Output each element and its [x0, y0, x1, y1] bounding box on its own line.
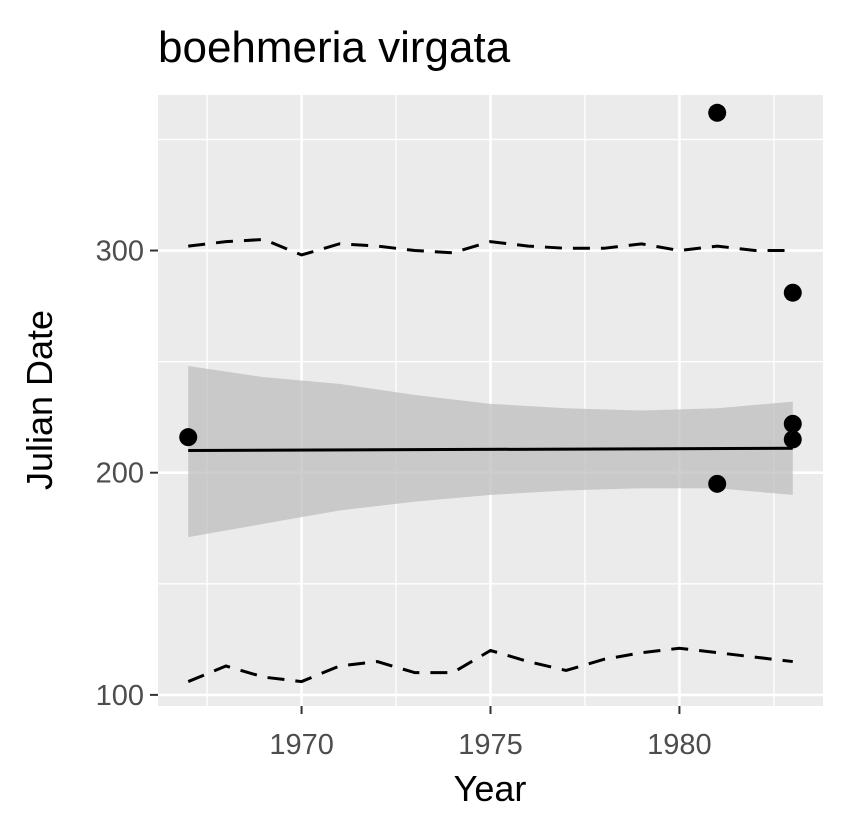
upper-quantile-line [188, 237, 793, 257]
data-point [783, 283, 802, 302]
y-tick-label: 200 [96, 458, 144, 490]
lower-quantile-line [187, 646, 793, 684]
y-tick-label: 300 [96, 236, 144, 268]
data-point [708, 474, 727, 493]
confidence-band-layer [188, 366, 793, 538]
fit-line-layer [188, 446, 793, 452]
chart-title: boehmeria virgata [158, 23, 511, 72]
data-point [179, 428, 198, 447]
data-point [708, 103, 727, 122]
x-axis: 1970 1975 1980 [269, 706, 712, 761]
fit-line [188, 446, 793, 452]
x-tick-label: 1975 [458, 729, 523, 761]
data-point [783, 430, 802, 449]
confidence-band [188, 366, 793, 538]
x-tick-label: 1980 [647, 729, 712, 761]
y-axis-title: Julian Date [19, 310, 60, 490]
y-axis: 100 200 300 [96, 236, 158, 712]
quantile-lines-layer [187, 237, 793, 684]
x-tick-label: 1970 [269, 729, 334, 761]
y-tick-label: 100 [96, 680, 144, 712]
points-layer [179, 103, 802, 493]
x-axis-title: Year [454, 768, 527, 809]
data-point [783, 414, 802, 433]
